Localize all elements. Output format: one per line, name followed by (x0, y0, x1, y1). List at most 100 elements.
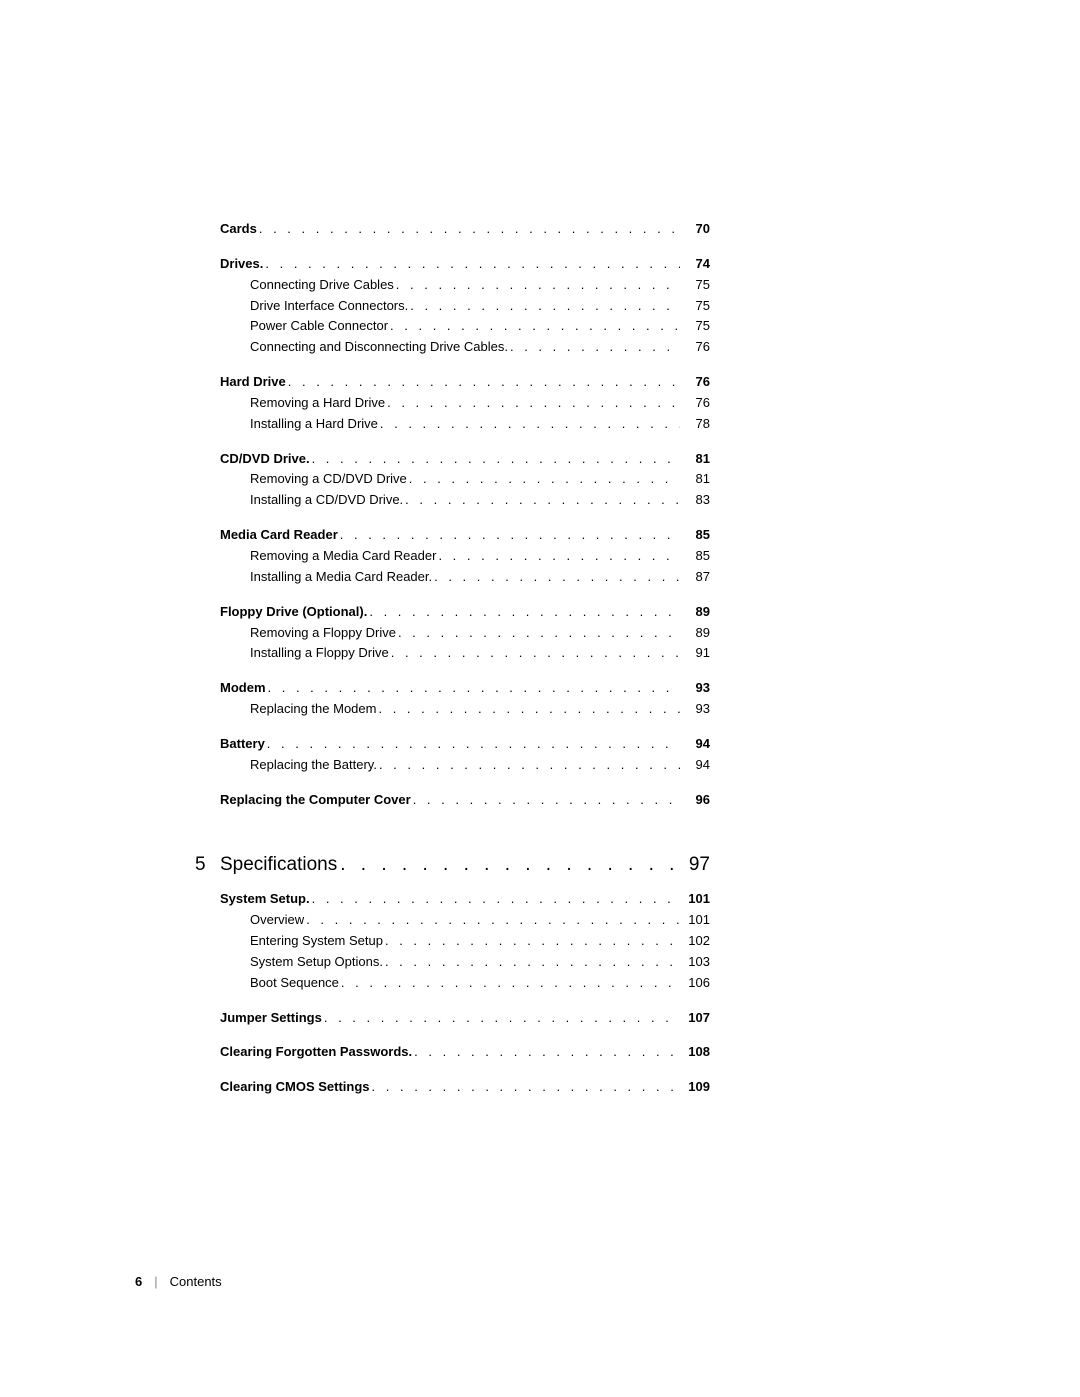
toc-label: System Setup Options. (250, 953, 383, 972)
toc-label: System Setup. (220, 890, 310, 909)
toc-label: Removing a CD/DVD Drive (250, 470, 407, 489)
toc-block: Cards. . . . . . . . . . . . . . . . . .… (220, 220, 710, 809)
toc-page: 76 (682, 338, 710, 357)
toc-entry: Floppy Drive (Optional).. . . . . . . . … (220, 603, 710, 622)
toc-dots: . . . . . . . . . . . . . . . . . . . . … (312, 890, 680, 909)
toc-entry: Removing a CD/DVD Drive. . . . . . . . .… (220, 470, 710, 489)
chapter-page: 97 (689, 854, 710, 876)
footer-divider: | (154, 1274, 157, 1289)
toc-page: 83 (682, 491, 710, 510)
toc-label: Installing a Floppy Drive (250, 644, 389, 663)
toc-label: Overview (250, 911, 304, 930)
toc-page: 75 (682, 276, 710, 295)
toc-dots: . . . . . . . . . . . . . . . . . . . . … (372, 1078, 680, 1097)
toc-dots: . . . . . . . . . . . . . . . . . . . . … (378, 700, 680, 719)
toc-dots: . . . . . . . . . . . . . . . . . . . . … (324, 1009, 680, 1028)
toc-entry: Installing a CD/DVD Drive.. . . . . . . … (220, 491, 710, 510)
toc-page: 76 (682, 394, 710, 413)
toc-dots: . . . . . . . . . . . . . . . . . . . . … (268, 679, 681, 698)
toc-page: 81 (682, 450, 710, 469)
toc-label: Clearing Forgotten Passwords. (220, 1043, 412, 1062)
toc-entry: Replacing the Battery.. . . . . . . . . … (220, 756, 710, 775)
toc-label: Replacing the Modem (250, 700, 376, 719)
toc-dots: . . . . . . . . . . . . . . . . . . . . … (369, 603, 680, 622)
section-gap (220, 512, 710, 526)
toc-entry: Entering System Setup. . . . . . . . . .… (220, 932, 710, 951)
toc-page: 101 (682, 911, 710, 930)
toc-dots: . . . . . . . . . . . . . . . . . . . . … (391, 644, 680, 663)
toc-entry: Cards. . . . . . . . . . . . . . . . . .… (220, 220, 710, 239)
section-gap (220, 1029, 710, 1043)
toc-page: 85 (682, 526, 710, 545)
toc-entry: Connecting Drive Cables. . . . . . . . .… (220, 276, 710, 295)
toc-entry: System Setup Options.. . . . . . . . . .… (220, 953, 710, 972)
toc-entry: Clearing Forgotten Passwords.. . . . . .… (220, 1043, 710, 1062)
toc-dots: . . . . . . . . . . . . . . . . . . . . … (265, 255, 680, 274)
section-gap (220, 995, 710, 1009)
toc-label: Boot Sequence (250, 974, 339, 993)
toc-entry: Installing a Floppy Drive. . . . . . . .… (220, 644, 710, 663)
toc-dots: . . . . . . . . . . . . . . . . . . . . … (267, 735, 680, 754)
toc-label: Drives. (220, 255, 263, 274)
toc-dots: . . . . . . . . . . . . . . . . . . . . … (387, 394, 680, 413)
toc-dots: . . . . . . . . . . . . . . . . . . . . … (385, 932, 680, 951)
toc-entry: CD/DVD Drive.. . . . . . . . . . . . . .… (220, 450, 710, 469)
toc-label: Cards (220, 220, 257, 239)
toc-dots: . . . . . . . . . . . . . . . . . . . . … (510, 338, 680, 357)
toc-dots: . . . . . . . . . . . . . . . . . . . . … (379, 756, 680, 775)
toc-page: 102 (682, 932, 710, 951)
section-gap (220, 241, 710, 255)
section-gap (220, 436, 710, 450)
section-gap (220, 665, 710, 679)
chapter-entry: Specifications . . . . . . . . . . . . .… (220, 854, 710, 876)
footer-page-number: 6 (135, 1274, 142, 1289)
toc-entry: Overview. . . . . . . . . . . . . . . . … (220, 911, 710, 930)
toc-entry: Hard Drive. . . . . . . . . . . . . . . … (220, 373, 710, 392)
toc-label: Hard Drive (220, 373, 286, 392)
toc-page: 96 (682, 791, 710, 810)
toc-page: 103 (682, 953, 710, 972)
toc-dots: . . . . . . . . . . . . . . . . . . . . … (410, 297, 680, 316)
toc-entry: Removing a Floppy Drive. . . . . . . . .… (220, 624, 710, 643)
toc-page: 74 (682, 255, 710, 274)
toc-entry: Media Card Reader. . . . . . . . . . . .… (220, 526, 710, 545)
toc-dots: . . . . . . . . . . . . . . . . . . . . … (438, 547, 680, 566)
toc-page: 94 (682, 756, 710, 775)
toc-dots: . . . . . . . . . . . . . . . . . . . . … (259, 220, 680, 239)
toc-dots: . . . . . . . . . . . . . . . . . . . . … (413, 791, 680, 810)
section-gap (220, 777, 710, 791)
toc-entry: Replacing the Modem. . . . . . . . . . .… (220, 700, 710, 719)
toc-dots: . . . . . . . . . . . . . . . . . . . . … (288, 373, 680, 392)
toc-entry: Clearing CMOS Settings. . . . . . . . . … (220, 1078, 710, 1097)
footer-label: Contents (170, 1274, 222, 1289)
chapter-number: 5 (195, 854, 206, 876)
toc-label: Drive Interface Connectors. (250, 297, 408, 316)
toc-page: 75 (682, 297, 710, 316)
toc-page: 85 (682, 547, 710, 566)
toc-content: Cards. . . . . . . . . . . . . . . . . .… (220, 220, 710, 1099)
page-footer: 6 | Contents (135, 1274, 222, 1289)
toc-entry: Drives.. . . . . . . . . . . . . . . . .… (220, 255, 710, 274)
toc-label: Floppy Drive (Optional). (220, 603, 367, 622)
toc-label: Installing a Media Card Reader. (250, 568, 432, 587)
toc-dots: . . . . . . . . . . . . . . . . . . . . … (306, 911, 680, 930)
toc-label: CD/DVD Drive. (220, 450, 310, 469)
toc-entry: Installing a Media Card Reader.. . . . .… (220, 568, 710, 587)
toc-entry: Power Cable Connector. . . . . . . . . .… (220, 317, 710, 336)
toc-label: Removing a Hard Drive (250, 394, 385, 413)
toc-entry: Battery. . . . . . . . . . . . . . . . .… (220, 735, 710, 754)
toc-entry: Replacing the Computer Cover. . . . . . … (220, 791, 710, 810)
toc-label: Entering System Setup (250, 932, 383, 951)
toc-page: 75 (682, 317, 710, 336)
toc-label: Connecting and Disconnecting Drive Cable… (250, 338, 508, 357)
toc-entry: Removing a Hard Drive. . . . . . . . . .… (220, 394, 710, 413)
toc-page: 106 (682, 974, 710, 993)
toc-dots: . . . . . . . . . . . . . . . . . . . . … (385, 953, 680, 972)
toc-label: Battery (220, 735, 265, 754)
section-gap (220, 359, 710, 373)
toc-entry: Boot Sequence. . . . . . . . . . . . . .… (220, 974, 710, 993)
toc-entry: Removing a Media Card Reader. . . . . . … (220, 547, 710, 566)
toc-dots: . . . . . . . . . . . . . . . . . . . . … (409, 470, 680, 489)
toc-block: System Setup.. . . . . . . . . . . . . .… (220, 890, 710, 1097)
chapter-title: Specifications (220, 854, 337, 876)
